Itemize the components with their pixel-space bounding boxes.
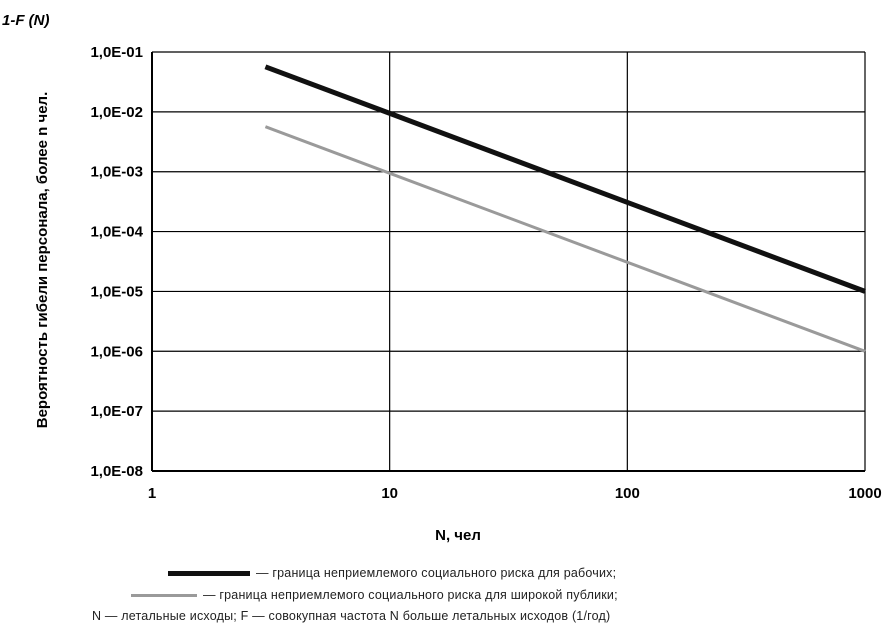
y-axis-label: Вероятность гибели персонала, более n че… xyxy=(34,92,51,429)
x-tick-labels: 1 10 100 1000 xyxy=(148,485,882,502)
x-tick-label-3: 1000 xyxy=(848,485,881,502)
series-layer xyxy=(264,64,866,353)
x-tick-label-1: 10 xyxy=(381,485,398,502)
y-axis-top-label: 1-F (N) xyxy=(2,12,50,29)
legend-swatch-workers xyxy=(168,570,250,576)
y-tick-label-7: 1,0E-08 xyxy=(90,463,143,480)
legend-swatch-public xyxy=(131,593,197,597)
y-tick-label-0: 1,0E-01 xyxy=(90,44,143,61)
legend-label-workers: — граница неприемлемого социального риск… xyxy=(256,566,617,580)
chart-note: N — летальные исходы; F — совокупная час… xyxy=(92,609,611,623)
legend-label-public: — граница неприемлемого социального риск… xyxy=(203,588,618,602)
y-tick-label-2: 1,0E-03 xyxy=(90,164,143,181)
series-line-1 xyxy=(264,125,866,353)
legend-item-public: — граница неприемлемого социального риск… xyxy=(131,588,618,602)
x-tick-label-2: 100 xyxy=(615,485,640,502)
y-tick-label-1: 1,0E-02 xyxy=(90,104,143,121)
legend-item-workers: — граница неприемлемого социального риск… xyxy=(168,566,616,580)
y-tick-label-3: 1,0E-04 xyxy=(90,224,143,241)
y-tick-label-6: 1,0E-07 xyxy=(90,403,143,420)
fn-risk-chart: 1,0E-01 1,0E-02 1,0E-03 1,0E-04 1,0E-05 1,0E-… xyxy=(2,12,882,544)
y-tick-labels: 1,0E-01 1,0E-02 1,0E-03 1,0E-04 1,0E-05 1,0E-… xyxy=(90,44,143,480)
series-line-0 xyxy=(264,64,866,294)
plot-frame xyxy=(151,52,865,472)
y-tick-label-4: 1,0E-05 xyxy=(90,283,143,300)
y-tick-label-5: 1,0E-06 xyxy=(90,343,143,360)
grid xyxy=(151,51,866,472)
x-axis-label: N, чел xyxy=(435,527,481,544)
x-tick-label-0: 1 xyxy=(148,485,156,502)
